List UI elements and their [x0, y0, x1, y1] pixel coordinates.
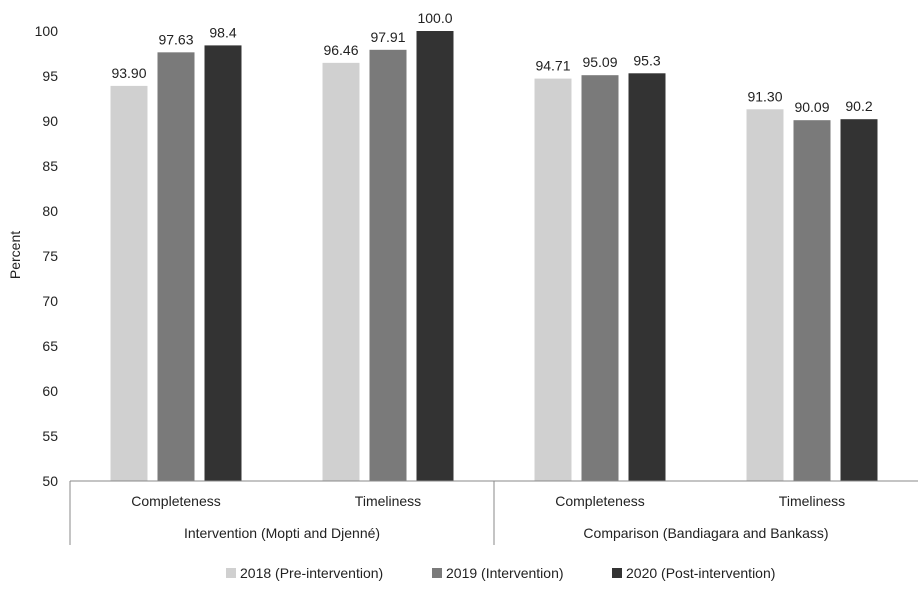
category-label: Completeness	[131, 493, 221, 509]
data-label: 90.09	[794, 99, 829, 115]
data-label: 97.91	[370, 29, 405, 45]
bar	[840, 119, 878, 481]
category-label: Timeliness	[355, 493, 421, 509]
bar	[793, 120, 831, 481]
bar	[628, 73, 666, 482]
legend-label: 2018 (Pre-intervention)	[240, 565, 383, 581]
y-tick-label: 85	[42, 158, 58, 174]
bar	[534, 78, 572, 482]
bar	[369, 49, 407, 482]
y-axis-title: Percent	[7, 231, 23, 279]
y-tick-label: 75	[42, 248, 58, 264]
data-label: 90.2	[845, 98, 872, 114]
y-tick-label: 70	[42, 293, 58, 309]
data-label: 93.90	[111, 65, 146, 81]
bar	[322, 62, 360, 482]
legend-swatch	[432, 568, 442, 578]
y-tick-label: 55	[42, 428, 58, 444]
bar	[204, 45, 242, 482]
y-tick-label: 50	[42, 473, 58, 489]
data-label: 97.63	[158, 31, 193, 47]
y-tick-label: 95	[42, 68, 58, 84]
legend-label: 2020 (Post-intervention)	[626, 565, 775, 581]
y-tick-label: 90	[42, 113, 58, 129]
legend-swatch	[612, 568, 622, 578]
y-tick-label: 65	[42, 338, 58, 354]
data-label: 94.71	[535, 58, 570, 74]
bar	[157, 52, 195, 481]
legend-label: 2019 (Intervention)	[446, 565, 564, 581]
data-label: 95.09	[582, 54, 617, 70]
data-label: 96.46	[323, 42, 358, 58]
x-axis: Completeness Timeliness Completeness Timeli…	[69, 480, 918, 545]
bar	[581, 75, 619, 481]
y-axis: 50 55 60 65 70 75 80 85 90 95 100	[35, 23, 59, 489]
group-label: Intervention (Mopti and Djenné)	[184, 525, 380, 541]
y-tick-label: 80	[42, 203, 58, 219]
bar	[110, 85, 148, 482]
y-tick-label: 60	[42, 383, 58, 399]
bar	[746, 109, 784, 482]
data-label: 98.4	[209, 24, 236, 40]
data-label: 95.3	[633, 52, 660, 68]
group-label: Comparison (Bandiagara and Bankass)	[583, 525, 828, 541]
category-label: Timeliness	[779, 493, 845, 509]
data-label: 91.30	[747, 88, 782, 104]
data-label: 100.0	[417, 10, 452, 26]
legend-swatch	[226, 568, 236, 578]
bar	[416, 31, 454, 481]
category-label: Completeness	[555, 493, 645, 509]
bars	[110, 31, 878, 482]
legend: 2018 (Pre-intervention) 2019 (Interventio…	[226, 565, 775, 581]
data-labels: 93.90 97.63 98.4 96.46 97.91 100.0 94.71 95.09 9…	[111, 10, 872, 115]
y-tick-label: 100	[35, 23, 59, 39]
